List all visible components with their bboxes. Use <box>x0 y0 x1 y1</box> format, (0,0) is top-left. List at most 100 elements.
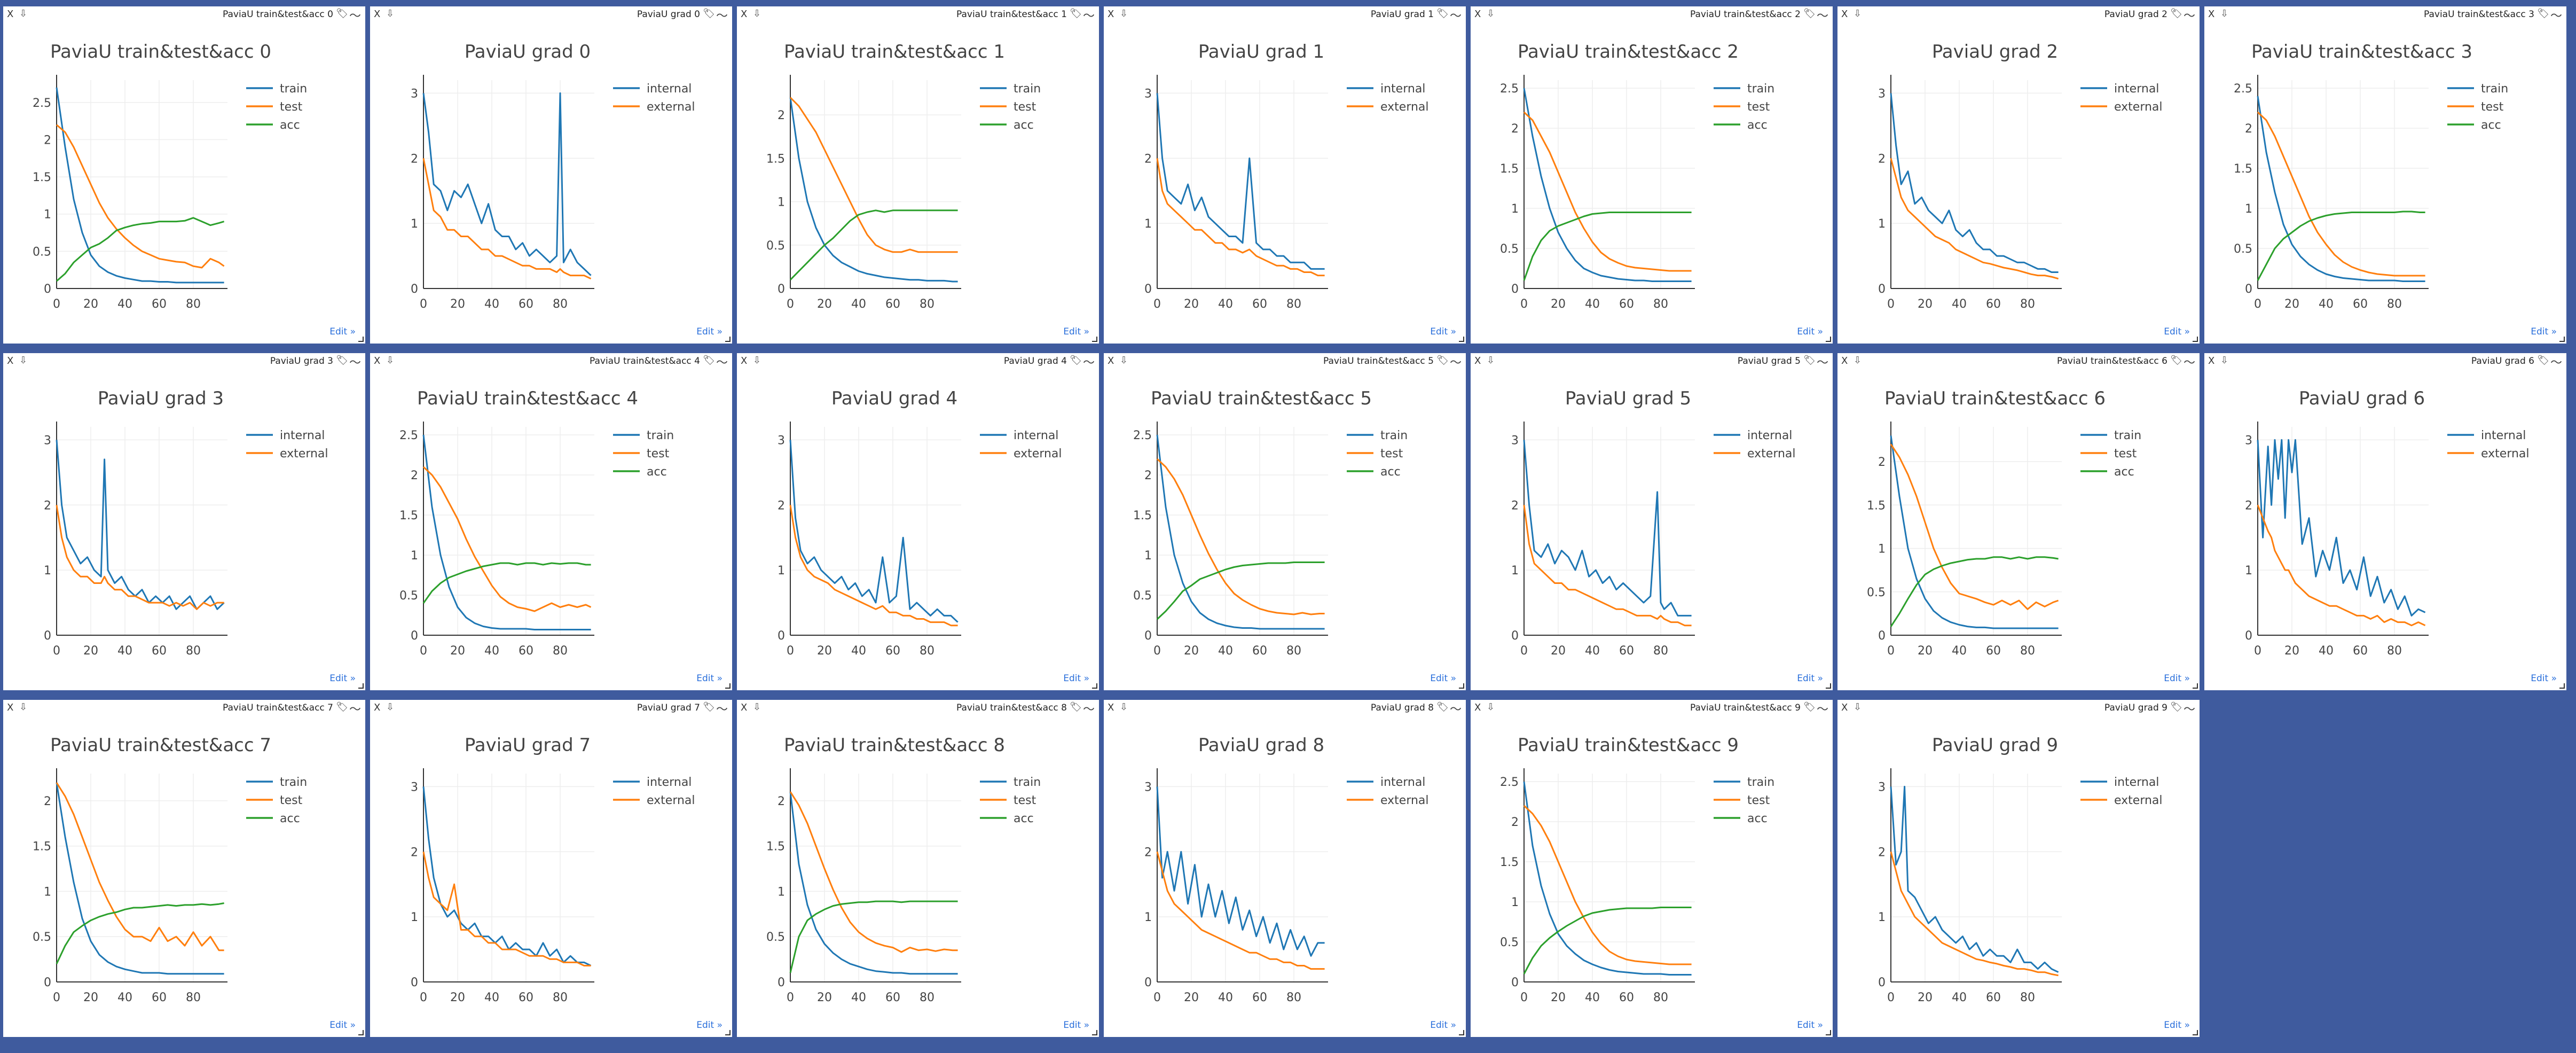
legend-label[interactable]: acc <box>1747 812 1768 825</box>
download-icon[interactable]: ⇩ <box>1487 8 1495 19</box>
resize-handle[interactable] <box>2193 683 2198 689</box>
close-icon[interactable]: X <box>1474 355 1481 366</box>
close-icon[interactable]: X <box>741 9 748 20</box>
edit-link[interactable]: Edit » <box>696 1020 722 1031</box>
tag-icon[interactable]: 🏷 <box>1070 8 1082 19</box>
legend-label[interactable]: test <box>280 794 303 807</box>
close-icon[interactable]: X <box>741 355 748 366</box>
edit-link[interactable]: Edit » <box>1063 326 1089 337</box>
legend-label[interactable]: test <box>1014 794 1036 807</box>
legend-label[interactable]: train <box>1380 429 1408 442</box>
download-icon[interactable]: ⇩ <box>1120 701 1128 713</box>
legend-label[interactable]: internal <box>280 429 325 442</box>
tag-icon[interactable]: 🏷 <box>1803 701 1816 713</box>
download-icon[interactable]: ⇩ <box>386 8 395 19</box>
legend-label[interactable]: test <box>280 100 303 114</box>
legend-label[interactable]: internal <box>647 82 692 96</box>
resize-handle[interactable] <box>1826 683 1831 689</box>
close-icon[interactable]: X <box>374 702 381 713</box>
tag-icon[interactable]: 🏷 <box>2170 8 2182 19</box>
resize-handle[interactable] <box>1459 1030 1464 1035</box>
legend-label[interactable]: acc <box>280 119 300 132</box>
download-icon[interactable]: ⇩ <box>386 355 395 366</box>
download-icon[interactable]: ⇩ <box>386 701 395 713</box>
tag-icon[interactable]: 🏷 <box>1803 355 1816 366</box>
tag-icon[interactable]: 🏷 <box>703 355 715 366</box>
resize-handle[interactable] <box>358 683 364 689</box>
legend-label[interactable]: external <box>1380 100 1429 114</box>
legend-label[interactable]: external <box>280 447 328 461</box>
close-icon[interactable]: X <box>7 702 14 713</box>
download-icon[interactable]: ⇩ <box>1487 701 1495 713</box>
download-icon[interactable]: ⇩ <box>753 701 761 713</box>
tag-icon[interactable]: 🏷 <box>1436 8 1449 19</box>
legend-label[interactable]: internal <box>2481 429 2526 442</box>
tag-icon[interactable]: 🏷 <box>703 701 715 713</box>
tag-icon[interactable]: 🏷 <box>336 701 348 713</box>
tag-icon[interactable]: 🏷 <box>703 8 715 19</box>
resize-handle[interactable] <box>358 337 364 342</box>
edit-link[interactable]: Edit » <box>329 1020 356 1031</box>
close-icon[interactable]: X <box>1841 702 1848 713</box>
legend-label[interactable]: internal <box>647 776 692 789</box>
legend-label[interactable]: internal <box>2114 82 2159 96</box>
download-icon[interactable]: ⇩ <box>19 701 28 713</box>
smooth-toggle-icon[interactable]: 〜 <box>2183 356 2195 370</box>
download-icon[interactable]: ⇩ <box>1120 8 1128 19</box>
edit-link[interactable]: Edit » <box>329 673 356 684</box>
close-icon[interactable]: X <box>374 9 381 20</box>
legend-label[interactable]: test <box>1380 447 1403 461</box>
resize-handle[interactable] <box>1826 1030 1831 1035</box>
edit-link[interactable]: Edit » <box>1430 673 1456 684</box>
resize-handle[interactable] <box>358 1030 364 1035</box>
smooth-toggle-icon[interactable]: 〜 <box>1449 356 1462 370</box>
resize-handle[interactable] <box>2193 337 2198 342</box>
edit-link[interactable]: Edit » <box>2164 1020 2190 1031</box>
download-icon[interactable]: ⇩ <box>753 355 761 366</box>
legend-label[interactable]: external <box>647 100 695 114</box>
legend-label[interactable]: train <box>280 776 307 789</box>
edit-link[interactable]: Edit » <box>1063 1020 1089 1031</box>
smooth-toggle-icon[interactable]: 〜 <box>1816 10 1828 23</box>
tag-icon[interactable]: 🏷 <box>1436 701 1449 713</box>
legend-label[interactable]: acc <box>1380 465 1401 479</box>
close-icon[interactable]: X <box>1474 702 1481 713</box>
resize-handle[interactable] <box>725 683 731 689</box>
smooth-toggle-icon[interactable]: 〜 <box>349 356 361 370</box>
resize-handle[interactable] <box>725 337 731 342</box>
download-icon[interactable]: ⇩ <box>1854 8 1862 19</box>
legend-label[interactable]: test <box>2481 100 2504 114</box>
resize-handle[interactable] <box>1092 1030 1097 1035</box>
legend-label[interactable]: test <box>1014 100 1036 114</box>
edit-link[interactable]: Edit » <box>329 326 356 337</box>
edit-link[interactable]: Edit » <box>2164 326 2190 337</box>
legend-label[interactable]: acc <box>2114 465 2134 479</box>
legend-label[interactable]: internal <box>1747 429 1792 442</box>
smooth-toggle-icon[interactable]: 〜 <box>349 10 361 23</box>
edit-link[interactable]: Edit » <box>696 326 722 337</box>
download-icon[interactable]: ⇩ <box>2220 8 2229 19</box>
legend-label[interactable]: external <box>2114 794 2163 807</box>
legend-label[interactable]: acc <box>1014 812 1034 825</box>
close-icon[interactable]: X <box>1474 9 1481 20</box>
edit-link[interactable]: Edit » <box>1797 673 1823 684</box>
smooth-toggle-icon[interactable]: 〜 <box>716 356 728 370</box>
edit-link[interactable]: Edit » <box>1797 1020 1823 1031</box>
smooth-toggle-icon[interactable]: 〜 <box>349 703 361 716</box>
legend-label[interactable]: external <box>2114 100 2163 114</box>
legend-label[interactable]: acc <box>1014 119 1034 132</box>
legend-label[interactable]: train <box>1747 82 1774 96</box>
legend-label[interactable]: train <box>1014 82 1041 96</box>
resize-handle[interactable] <box>2559 337 2565 342</box>
close-icon[interactable]: X <box>1108 9 1114 20</box>
edit-link[interactable]: Edit » <box>1063 673 1089 684</box>
download-icon[interactable]: ⇩ <box>1487 355 1495 366</box>
legend-label[interactable]: acc <box>2481 119 2501 132</box>
edit-link[interactable]: Edit » <box>1430 1020 1456 1031</box>
edit-link[interactable]: Edit » <box>696 673 722 684</box>
edit-link[interactable]: Edit » <box>2531 673 2557 684</box>
smooth-toggle-icon[interactable]: 〜 <box>716 703 728 716</box>
tag-icon[interactable]: 🏷 <box>1070 701 1082 713</box>
tag-icon[interactable]: 🏷 <box>2537 355 2549 366</box>
legend-label[interactable]: train <box>647 429 674 442</box>
